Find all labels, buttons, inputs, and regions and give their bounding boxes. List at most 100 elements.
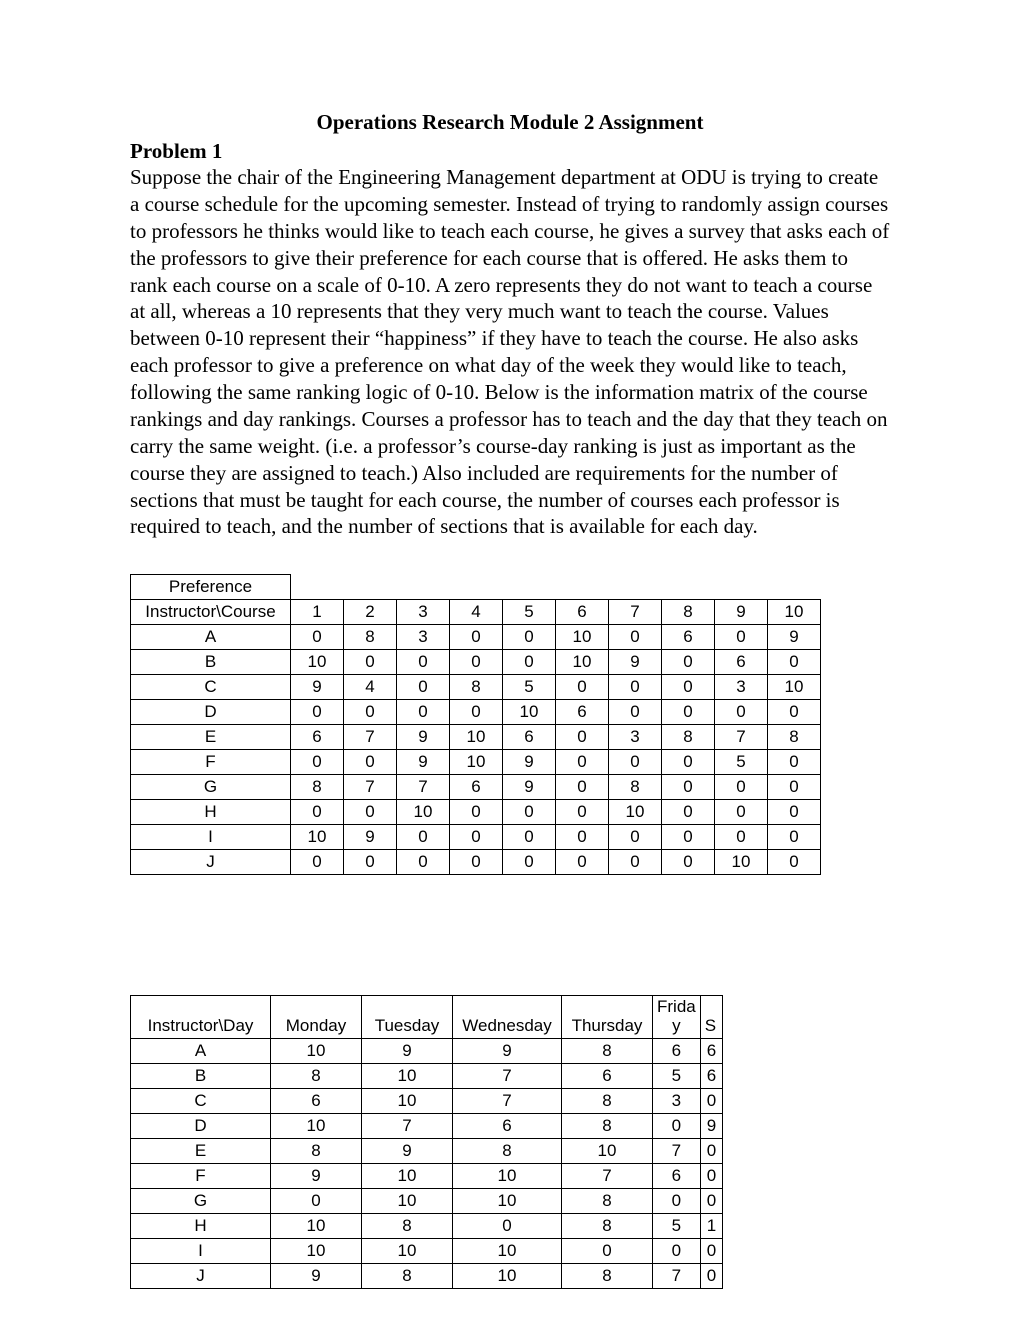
- table1-cell: 0: [291, 850, 344, 875]
- table1-column-header: 2: [344, 600, 397, 625]
- table1-cell: 0: [503, 800, 556, 825]
- table1-cell: 4: [344, 675, 397, 700]
- table1-cell: 3: [397, 625, 450, 650]
- table2-cell: 10: [562, 1138, 653, 1163]
- table1-cell: 0: [503, 625, 556, 650]
- table2-cell: 10: [271, 1213, 362, 1238]
- table2-cell: 9: [271, 1163, 362, 1188]
- table1-cell: 0: [715, 800, 768, 825]
- preference-course-table: PreferenceInstructor\Course12345678910A0…: [130, 574, 821, 875]
- table2-cell: 10: [271, 1038, 362, 1063]
- table2-cell: 3: [653, 1088, 701, 1113]
- table2-row-label: I: [131, 1238, 271, 1263]
- table1-cell: 0: [344, 800, 397, 825]
- table1-row-label: F: [131, 750, 291, 775]
- table2-cut-cell: 6: [700, 1038, 722, 1063]
- table2-cell: 10: [362, 1163, 453, 1188]
- table1-cell: 0: [291, 750, 344, 775]
- table2-cut-cell: 0: [700, 1138, 722, 1163]
- table1-cell: 0: [556, 675, 609, 700]
- table1-cell: 0: [662, 750, 715, 775]
- table1-row-label: G: [131, 775, 291, 800]
- table2-row-label: F: [131, 1163, 271, 1188]
- table1-row-label: D: [131, 700, 291, 725]
- table1-column-header: 1: [291, 600, 344, 625]
- table1-column-header: 7: [609, 600, 662, 625]
- table2-cell: 6: [653, 1038, 701, 1063]
- table2-cell: 8: [271, 1138, 362, 1163]
- table1-cell: 0: [344, 850, 397, 875]
- table1-cell: 0: [662, 650, 715, 675]
- table2-cell: 0: [653, 1238, 701, 1263]
- table1-cell: 8: [291, 775, 344, 800]
- table2-cell: 10: [362, 1063, 453, 1088]
- table2-cell: 8: [562, 1213, 653, 1238]
- table2-cell: 8: [562, 1263, 653, 1288]
- table2-header-label: Instructor\Day: [131, 996, 271, 1038]
- table1-cell: 6: [450, 775, 503, 800]
- table2-cell: 10: [453, 1238, 562, 1263]
- table1-cell: 0: [556, 725, 609, 750]
- table1-column-header: 9: [715, 600, 768, 625]
- table1-cell: 0: [768, 775, 821, 800]
- table1-cell: 0: [556, 825, 609, 850]
- table1-cell: 0: [715, 825, 768, 850]
- table2-cell: 8: [453, 1138, 562, 1163]
- table1-cell: 0: [768, 800, 821, 825]
- table1-cell: 0: [450, 800, 503, 825]
- table1-cell: 0: [397, 850, 450, 875]
- table1-cell: 0: [609, 750, 662, 775]
- table1-cell: 0: [609, 825, 662, 850]
- table1-cell: 0: [662, 850, 715, 875]
- table1-cell: 10: [450, 750, 503, 775]
- table1-cell: 10: [715, 850, 768, 875]
- table2-row-label: A: [131, 1038, 271, 1063]
- table2-cell: 9: [362, 1038, 453, 1063]
- table1-cell: 8: [344, 625, 397, 650]
- table1-cell: 0: [715, 700, 768, 725]
- table1-header-label: Instructor\Course: [131, 600, 291, 625]
- table2-cell: 7: [362, 1113, 453, 1138]
- table1-cell: 10: [609, 800, 662, 825]
- table2-cell: 10: [362, 1188, 453, 1213]
- table1-column-header: 3: [397, 600, 450, 625]
- table1-cell: 0: [450, 850, 503, 875]
- table1-cell: 7: [344, 725, 397, 750]
- table1-cell: 0: [556, 800, 609, 825]
- table2-cut-cell: 0: [700, 1188, 722, 1213]
- table1-row-label: J: [131, 850, 291, 875]
- table2-cell: 0: [271, 1188, 362, 1213]
- table1-cell: 6: [503, 725, 556, 750]
- table1-cell: 0: [503, 850, 556, 875]
- table2-column-header: Wednesday: [453, 996, 562, 1038]
- table1-cell: 0: [344, 750, 397, 775]
- table1-cell: 0: [715, 625, 768, 650]
- table2-cell: 5: [653, 1063, 701, 1088]
- table1-cell: 0: [397, 825, 450, 850]
- table1-cell: 0: [291, 625, 344, 650]
- table2-cell: 0: [453, 1213, 562, 1238]
- table2-cell: 10: [271, 1238, 362, 1263]
- table2-cell: 10: [453, 1163, 562, 1188]
- table1-cell: 9: [609, 650, 662, 675]
- table1-cell: 9: [344, 825, 397, 850]
- table1-cell: 0: [503, 825, 556, 850]
- table2-cell: 6: [453, 1113, 562, 1138]
- table1-cell: 3: [609, 725, 662, 750]
- table2-cell: 6: [271, 1088, 362, 1113]
- table2-cut-cell: 9: [700, 1113, 722, 1138]
- table1-cell: 0: [450, 650, 503, 675]
- table1-cell: 9: [503, 775, 556, 800]
- table2-cut-cell: 0: [700, 1238, 722, 1263]
- table1-column-header: 8: [662, 600, 715, 625]
- preference-day-table: Instructor\DayMondayTuesdayWednesdayThur…: [130, 995, 723, 1288]
- table2-cell: 7: [453, 1063, 562, 1088]
- table2-column-header: Thursday: [562, 996, 653, 1038]
- table1-cell: 0: [662, 825, 715, 850]
- document-title: Operations Research Module 2 Assignment: [130, 110, 890, 135]
- table1-cell: 5: [715, 750, 768, 775]
- table2-cell: 6: [653, 1163, 701, 1188]
- table2-row-label: H: [131, 1213, 271, 1238]
- table1-column-header: 5: [503, 600, 556, 625]
- table2-cell: 8: [562, 1038, 653, 1063]
